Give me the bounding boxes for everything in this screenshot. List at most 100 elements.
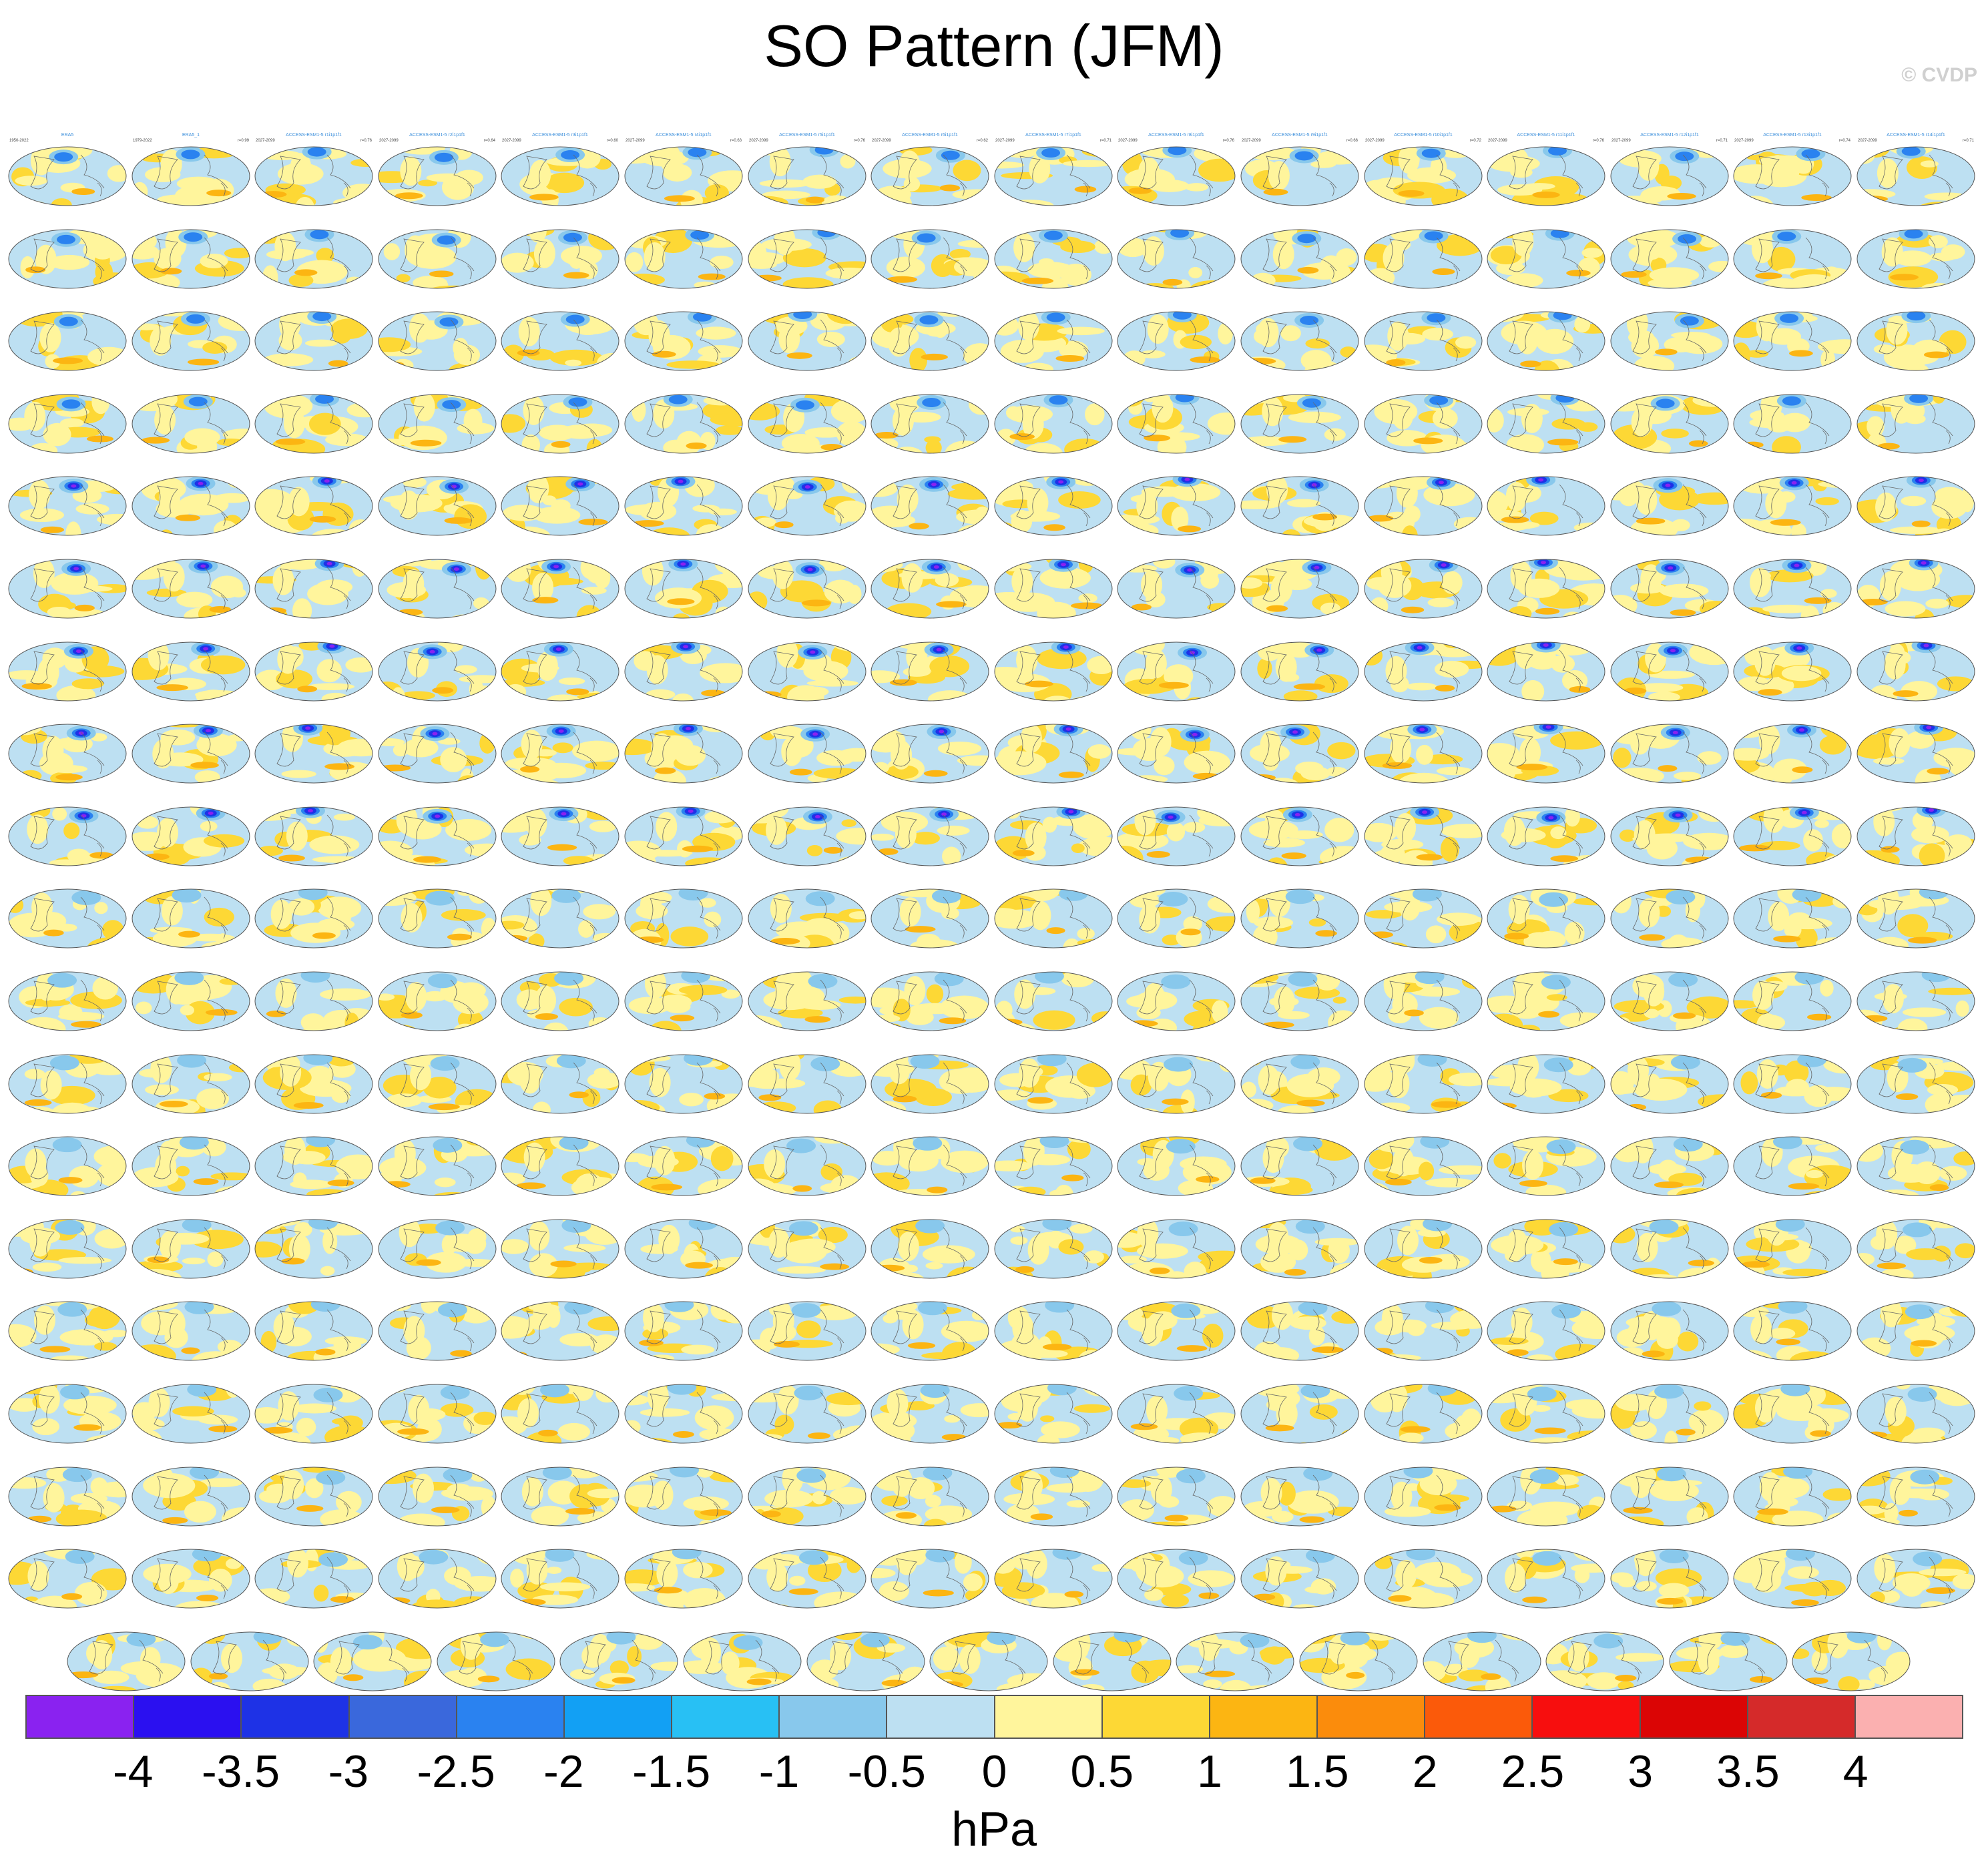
map-panel	[8, 873, 127, 952]
map-panel	[871, 873, 989, 952]
panel-pattern-corr: r=0.76	[853, 139, 865, 143]
map-panel	[132, 461, 250, 539]
map-panel	[501, 296, 619, 374]
map-panel	[1240, 956, 1359, 1035]
colorbar-tick-label: 2.5	[1501, 1746, 1565, 1797]
map-panel	[313, 1616, 432, 1695]
map-panel	[1117, 1204, 1236, 1282]
map-panel	[254, 956, 373, 1035]
map-panel	[1240, 214, 1359, 292]
map-panel	[132, 1451, 250, 1530]
map-panel	[1364, 1533, 1483, 1612]
map-panel	[871, 214, 989, 292]
map-panel	[748, 626, 866, 705]
panel-years: 2027-2099	[1242, 139, 1261, 143]
map-panel	[1487, 461, 1605, 539]
map-panel	[748, 708, 866, 787]
panel-years: 2027-2099	[379, 139, 399, 143]
map-panel	[132, 1121, 250, 1200]
map-panel	[132, 956, 250, 1035]
map-panel	[1487, 873, 1605, 952]
map-panel: ACCESS-ESM1-5 r13i1p1f1 2027-2099 r=0.74	[1733, 131, 1852, 210]
map-panel	[1487, 378, 1605, 457]
colorbar-swatch	[995, 1696, 1103, 1738]
map-panel	[624, 296, 743, 374]
map-panel	[871, 543, 989, 622]
map-panel	[1733, 1039, 1852, 1117]
panel-pattern-corr: r=0.62	[977, 139, 989, 143]
map-panel	[1240, 791, 1359, 870]
map-panel	[8, 1368, 127, 1447]
map-panel	[871, 296, 989, 374]
colorbar	[25, 1695, 1963, 1739]
map-panel	[190, 1616, 309, 1695]
colorbar-swatch	[1640, 1696, 1748, 1738]
map-panel	[132, 708, 250, 787]
map-panel: ACCESS-ESM1-5 r3i1p1f1 2027-2099 r=0.60	[501, 131, 619, 210]
map-panel	[1364, 543, 1483, 622]
map-panel	[1240, 1204, 1359, 1282]
map-panel	[1610, 1451, 1729, 1530]
map-panel	[501, 1204, 619, 1282]
map-panel	[748, 873, 866, 952]
map-panel: ACCESS-ESM1-5 r6i1p1f1 2027-2099 r=0.62	[871, 131, 989, 210]
map-panel	[748, 1368, 866, 1447]
map-panel: ACCESS-ESM1-5 r10i1p1f1 2027-2099 r=0.72	[1364, 131, 1483, 210]
map-panel	[501, 626, 619, 705]
map-panel	[1364, 1039, 1483, 1117]
map-panel	[1364, 873, 1483, 952]
map-panel	[994, 543, 1113, 622]
map-panel	[748, 1451, 866, 1530]
map-panel	[8, 1533, 127, 1612]
map-panel	[1117, 1368, 1236, 1447]
colorbar-swatch	[780, 1696, 888, 1738]
panel-years: 2027-2099	[256, 139, 275, 143]
map-panel	[624, 708, 743, 787]
map-panel	[1240, 1451, 1359, 1530]
map-panel	[8, 296, 127, 374]
map-panel	[994, 1286, 1113, 1364]
panel-title: ACCESS-ESM1-5 r9i1p1f1	[1272, 133, 1328, 138]
map-panel	[254, 1533, 373, 1612]
map-panel	[1856, 296, 1975, 374]
map-panel	[1240, 626, 1359, 705]
map-panel	[1610, 1121, 1729, 1200]
map-panel	[1669, 1616, 1788, 1695]
map-panel	[8, 1451, 127, 1530]
map-panel	[378, 1204, 497, 1282]
map-panel	[1856, 626, 1975, 705]
map-panel	[748, 1286, 866, 1364]
panel-pattern-corr: r=0.76	[1223, 139, 1235, 143]
colorbar-swatch	[1425, 1696, 1533, 1738]
map-panel	[1117, 1121, 1236, 1200]
map-panel: ACCESS-ESM1-5 r9i1p1f1 2027-2099 r=0.66	[1240, 131, 1359, 210]
map-panel	[1053, 1616, 1172, 1695]
map-panel	[624, 378, 743, 457]
map-panel	[624, 1204, 743, 1282]
map-panel	[1240, 543, 1359, 622]
map-panel	[624, 956, 743, 1035]
map-panel	[254, 543, 373, 622]
map-panel	[1856, 461, 1975, 539]
colorbar-swatch	[672, 1696, 780, 1738]
map-panel	[624, 626, 743, 705]
map-panel: ACCESS-ESM1-5 r7i1p1f1 2027-2099 r=0.71	[994, 131, 1113, 210]
map-panel	[1117, 1451, 1236, 1530]
map-panel	[994, 708, 1113, 787]
panel-years: 1979-2022	[133, 139, 152, 143]
map-panel	[8, 1204, 127, 1282]
map-panel	[501, 214, 619, 292]
map-panel	[1856, 1451, 1975, 1530]
panel-pattern-corr: r=0.60	[607, 139, 619, 143]
map-panel	[1610, 1039, 1729, 1117]
panel-title: ACCESS-ESM1-5 r5i1p1f1	[779, 133, 835, 138]
panel-pattern-corr: r=0.76	[1593, 139, 1605, 143]
colorbar-swatch	[1855, 1696, 1963, 1738]
colorbar-swatch	[1210, 1696, 1318, 1738]
map-panel	[1240, 873, 1359, 952]
colorbar-tick-label: 0	[981, 1746, 1007, 1797]
map-panel	[1364, 1121, 1483, 1200]
map-panel	[378, 461, 497, 539]
map-panel	[501, 543, 619, 622]
map-panel	[1240, 1039, 1359, 1117]
